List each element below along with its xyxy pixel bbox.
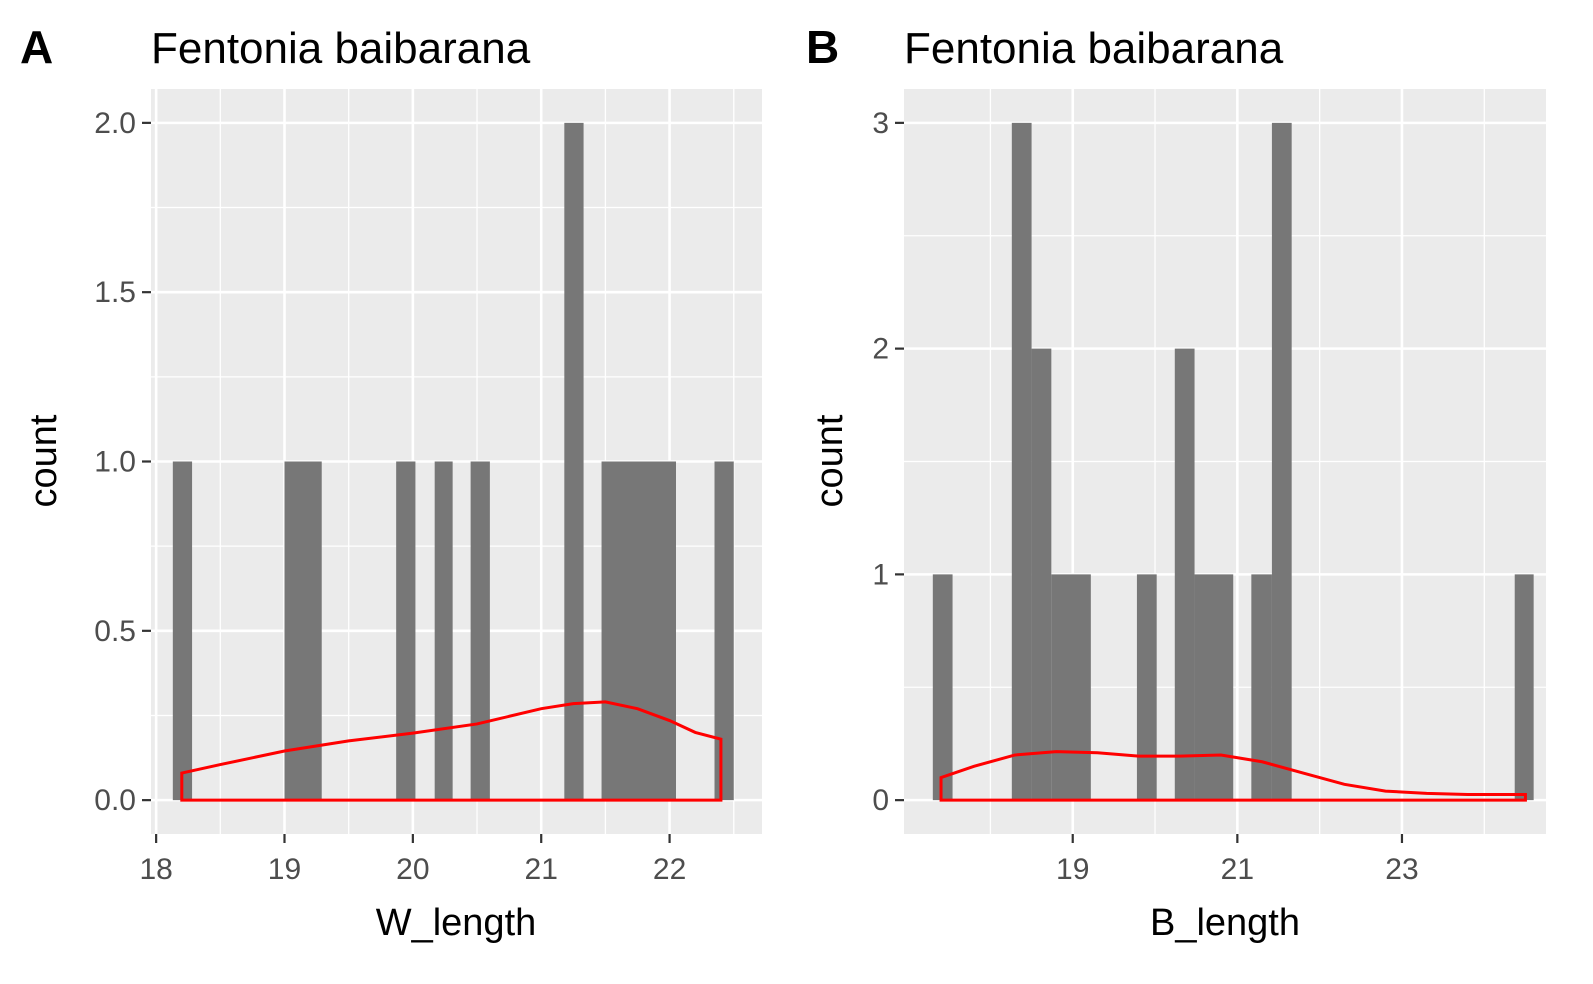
panel-a-letter: A (20, 21, 53, 73)
histogram-bar (1031, 348, 1052, 801)
x-tick-label: 19 (268, 853, 301, 886)
histogram-bar (714, 461, 734, 801)
panel-b-letter: B (806, 21, 839, 73)
x-tick-label: 18 (139, 853, 172, 886)
panel-a-x-axis: 18 19 20 21 22 (139, 834, 686, 886)
histogram-bar (1136, 574, 1157, 801)
histogram-bar (1514, 574, 1534, 801)
histogram-bar (1011, 122, 1032, 801)
y-tick-label: 0.0 (94, 784, 136, 817)
x-tick-label: 21 (525, 853, 558, 886)
histogram-bar (1174, 348, 1195, 801)
y-tick-label: 1.5 (94, 276, 136, 309)
y-tick-label: 1 (872, 558, 889, 591)
panel-b-y-axis: 0 1 2 3 (872, 107, 904, 817)
histogram-bar (284, 461, 322, 801)
histogram-bar (396, 461, 416, 801)
y-tick-label: 1.0 (94, 446, 136, 479)
histogram-bar (1271, 122, 1292, 801)
histogram-bar (932, 574, 953, 801)
panel-b-y-axis-title: count (809, 414, 851, 507)
y-tick-label: 2.0 (94, 107, 136, 140)
histogram-bar (1251, 574, 1272, 801)
x-tick-label: 20 (396, 853, 429, 886)
x-tick-label: 19 (1056, 853, 1089, 886)
panel-a-density-curve (180, 700, 723, 802)
panel-a-x-axis-title: W_length (376, 902, 537, 944)
histogram-bar (1051, 574, 1091, 801)
panel-b-x-axis: 19 21 23 (1056, 834, 1419, 886)
panel-b-bars (932, 122, 1534, 801)
panel-a: A Fentonia baibarana 0.00.51.01.52.0 18 1… (20, 21, 762, 944)
panel-b-x-axis-title: B_length (1150, 902, 1300, 944)
y-tick-label: 2 (872, 333, 889, 366)
histogram-bar (434, 461, 453, 801)
x-tick-label: 23 (1385, 853, 1418, 886)
histogram-bar (172, 461, 193, 801)
histogram-bar (470, 461, 490, 801)
y-tick-label: 0 (872, 784, 889, 817)
panel-a-y-axis: 0.0 0.5 1.0 1.5 2.0 (94, 107, 151, 817)
histogram-bar (564, 122, 584, 801)
histogram-bar (1194, 574, 1234, 801)
panel-b-density-curve (939, 750, 1527, 802)
x-tick-label: 22 (653, 853, 686, 886)
histogram-bar (601, 461, 676, 801)
y-tick-label: 3 (872, 107, 889, 140)
panel-a-title: Fentonia baibarana (151, 24, 531, 73)
panel-a-bars (172, 122, 734, 801)
x-tick-label: 21 (1221, 853, 1254, 886)
panel-a-y-axis-title: count (23, 414, 65, 507)
y-tick-label: 0.5 (94, 615, 136, 648)
panel-b-title: Fentonia baibarana (904, 24, 1284, 73)
